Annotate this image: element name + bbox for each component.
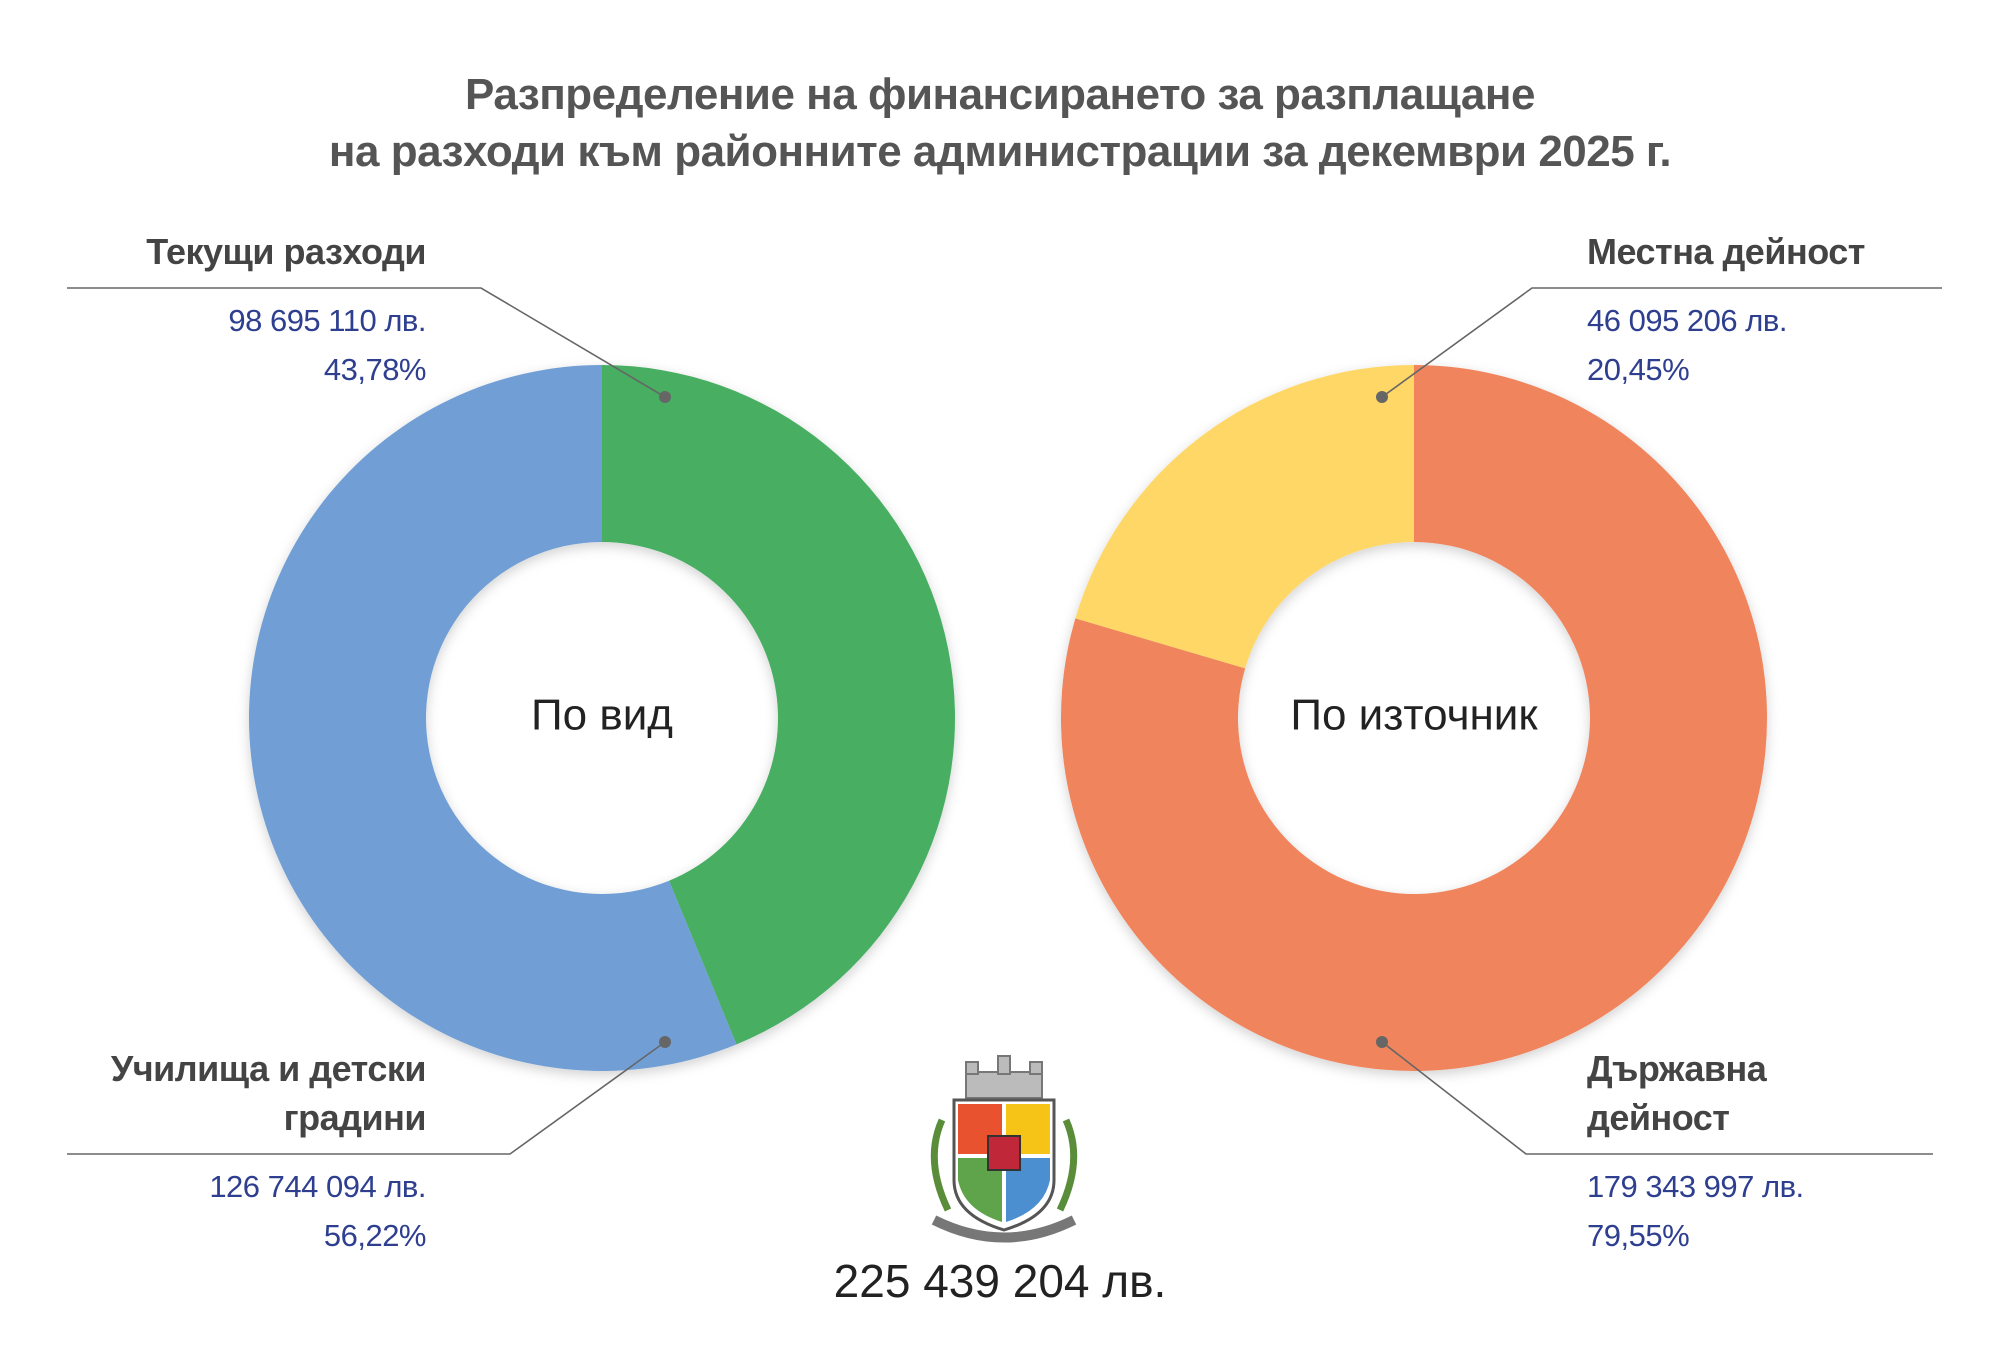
center-label: По източник [1290,691,1538,740]
percentage-label: 79,55% [1587,1218,1690,1253]
value-label: 98 695 110 лв. [228,303,426,338]
category-label: Държавна дейност [1587,1048,1767,1138]
donut-slice [1075,365,1414,669]
center-label: По вид [531,691,673,740]
leader-dot [659,391,671,403]
leader-dot [659,1036,671,1048]
donut-slice [602,365,955,1045]
total-amount: 225 439 204 лв. [833,1255,1167,1307]
donut [1061,365,1767,1071]
leader-line [67,287,666,398]
category-label: Текущи разходи [146,231,426,272]
leader-dot [1376,1036,1388,1048]
percentage-label: 20,45% [1587,352,1690,387]
leader-line [67,1041,666,1155]
category-label: Местна дейност [1587,231,1865,272]
percentage-label: 43,78% [323,352,427,387]
value-label: 126 744 094 лв. [209,1169,426,1204]
donut-slice [1061,365,1767,1071]
value-label: 179 343 997 лв. [1587,1169,1804,1204]
leader-dot [1376,391,1388,403]
title-line: на разходи към районните администрации з… [328,127,1672,176]
value-label: 46 095 206 лв. [1587,303,1787,338]
percentage-label: 56,22% [323,1218,427,1253]
coat-of-arms [930,1055,1078,1243]
leader-line [1381,287,1942,398]
donut-slice [249,365,737,1071]
leader-line [1381,1041,1933,1155]
category-label: Училища и детски градини [110,1048,427,1138]
donut [249,365,955,1071]
title-line: Разпределение на финансирането за разпла… [465,70,1535,119]
